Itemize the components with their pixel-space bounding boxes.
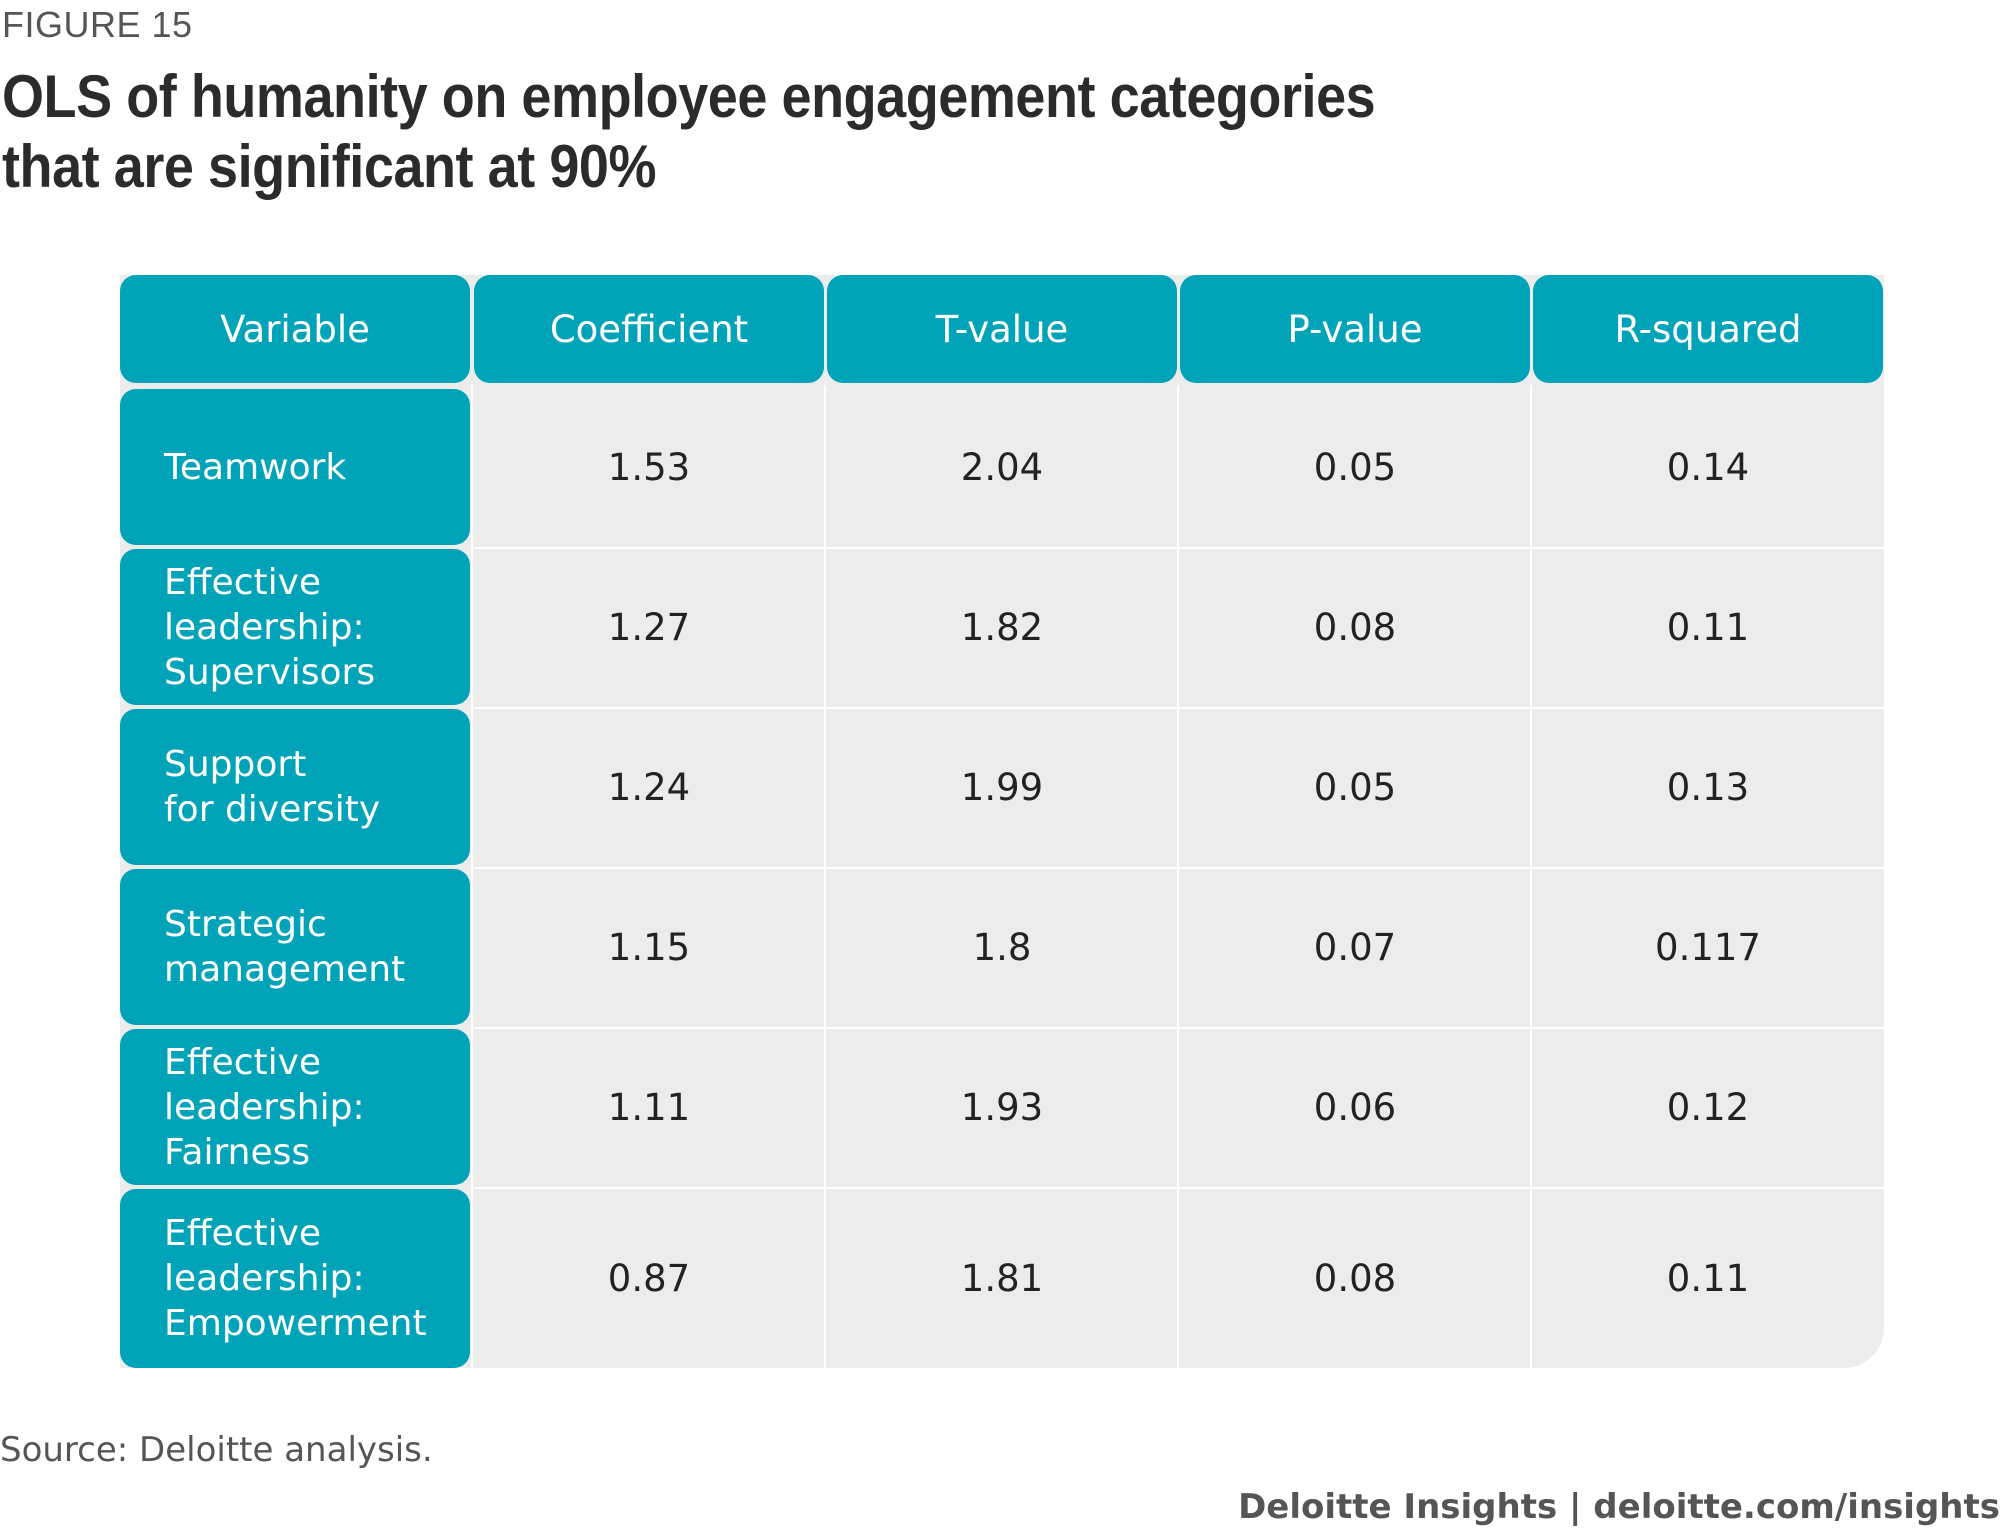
source-note: Source: Deloitte analysis. — [0, 1430, 433, 1470]
row-divider — [474, 1027, 1884, 1029]
row-divider — [474, 547, 1884, 549]
table-cell-r-squared: 0.14 — [1666, 445, 1750, 489]
table-cell-variable: Teamwork — [120, 389, 470, 545]
column-header-coefficient: Coefficient — [474, 275, 824, 383]
row-divider — [474, 1187, 1884, 1189]
column-header-variable: Variable — [120, 275, 470, 383]
table-cell-coefficient: 1.15 — [607, 925, 691, 969]
table-cell-r-squared: 0.12 — [1666, 1085, 1750, 1129]
table-cell-coefficient: 1.53 — [607, 445, 691, 489]
column-header-t-value: T-value — [827, 275, 1177, 383]
table-cell-r-squared: 0.13 — [1666, 765, 1750, 809]
column-header-r-squared: R-squared — [1533, 275, 1883, 383]
column-divider — [1530, 385, 1532, 1368]
row-divider — [474, 707, 1884, 709]
table-cell-coefficient: 0.87 — [607, 1257, 691, 1300]
table-cell-p-value: 0.05 — [1313, 445, 1397, 489]
column-header-p-value: P-value — [1180, 275, 1530, 383]
table-cell-t-value: 1.82 — [960, 605, 1044, 649]
table-cell-p-value: 0.08 — [1313, 1257, 1397, 1300]
regression-table: Variable Coefficient T-value P-value R-squar… — [120, 275, 1884, 1368]
table-cell-r-squared: 0.117 — [1655, 925, 1761, 969]
table-cell-r-squared: 0.11 — [1666, 1257, 1750, 1300]
table-cell-p-value: 0.05 — [1313, 765, 1397, 809]
table-cell-t-value: 2.04 — [960, 445, 1044, 489]
table-cell-p-value: 0.07 — [1313, 925, 1397, 969]
publisher-credit: Deloitte Insights | deloitte.com/insight… — [1238, 1487, 2000, 1527]
table-cell-variable: Effective leadership: Fairness — [120, 1029, 470, 1185]
table-cell-variable: Effective leadership: Supervisors — [120, 549, 470, 705]
figure-label: FIGURE 15 — [2, 4, 193, 45]
table-cell-coefficient: 1.27 — [607, 605, 691, 649]
table-cell-r-squared: 0.11 — [1666, 605, 1750, 649]
table-cell-p-value: 0.06 — [1313, 1085, 1397, 1129]
table-cell-coefficient: 1.24 — [607, 765, 691, 809]
table-cell-t-value: 1.93 — [960, 1085, 1044, 1129]
column-divider — [1177, 385, 1179, 1368]
row-divider — [474, 867, 1884, 869]
table-cell-variable: Strategic management — [120, 869, 470, 1025]
table-cell-p-value: 0.08 — [1313, 605, 1397, 649]
table-cell-coefficient: 1.11 — [607, 1085, 691, 1129]
table-cell-t-value: 1.99 — [960, 765, 1044, 809]
table-cell-t-value: 1.81 — [960, 1257, 1044, 1300]
column-divider — [471, 385, 473, 1368]
table-cell-t-value: 1.8 — [972, 925, 1032, 969]
table-cell-variable: Support for diversity — [120, 709, 470, 865]
column-divider — [824, 385, 826, 1368]
chart-title: OLS of humanity on employee engagement c… — [2, 63, 1376, 200]
table-cell-variable: Effective leadership: Empowerment — [120, 1189, 470, 1368]
